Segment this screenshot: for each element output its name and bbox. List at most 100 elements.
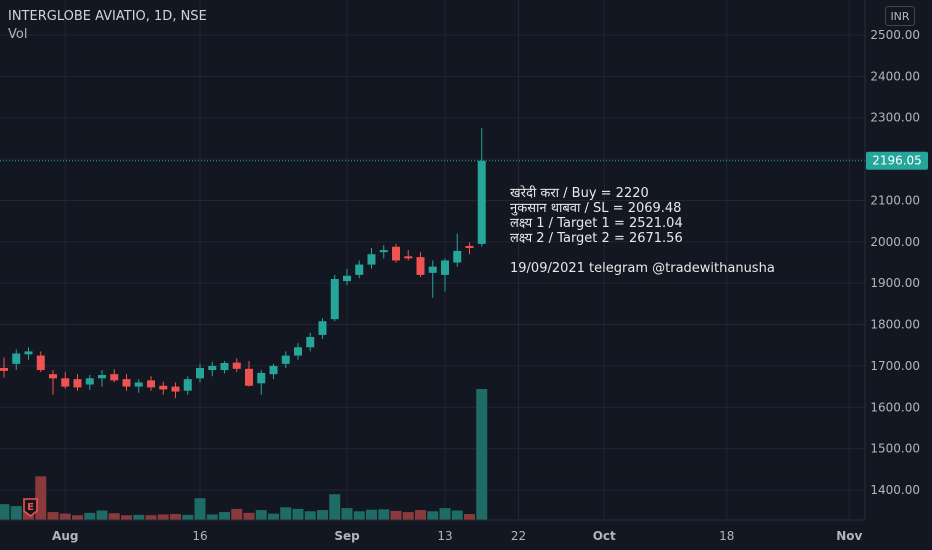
- candle: [171, 382, 180, 399]
- candle: [404, 250, 413, 261]
- price-tick-label: 1400.00: [870, 483, 920, 497]
- candle: [416, 252, 425, 277]
- price-tick-label: 2500.00: [870, 28, 920, 42]
- candle: [330, 274, 339, 322]
- annotation-target-1: लक्ष्य 1 / Target 1 = 2521.04: [510, 216, 683, 231]
- symbol-title[interactable]: INTERGLOBE AVIATIO, 1D, NSE: [8, 9, 207, 24]
- price-tick-label: 2400.00: [870, 69, 920, 83]
- volume-bar: [108, 513, 120, 520]
- time-tick-label: Aug: [52, 529, 78, 543]
- candle-body: [343, 275, 351, 282]
- candle-body: [208, 365, 217, 371]
- candle: [220, 360, 229, 374]
- volume-bar: [72, 515, 83, 520]
- candlestick-series: [0, 128, 486, 399]
- candle: [196, 363, 204, 383]
- chart-grid: [0, 0, 865, 520]
- time-tick-label: Oct: [593, 529, 616, 543]
- volume-bar: [427, 511, 439, 520]
- price-tick-label: 1500.00: [870, 442, 920, 456]
- volume-bar: [402, 512, 414, 520]
- candle-body: [245, 368, 253, 386]
- candle-body: [404, 256, 413, 259]
- candle: [477, 128, 486, 247]
- price-axis: 2500.002400.002300.002200.002100.002000.…: [870, 28, 920, 497]
- candle-body: [147, 380, 155, 388]
- time-tick-label: 22: [511, 529, 526, 543]
- candle-body: [355, 264, 364, 275]
- candle: [257, 370, 266, 395]
- volume-bars: [0, 389, 488, 520]
- annotation-stoploss: नुकसान थाबवा / SL = 2069.48: [510, 201, 682, 216]
- currency-button[interactable]: INR: [885, 6, 915, 26]
- time-tick-label: 18: [719, 529, 734, 543]
- candle: [159, 381, 168, 395]
- volume-bar: [353, 511, 365, 520]
- candle-body: [12, 353, 21, 364]
- volume-bar: [378, 509, 390, 520]
- volume-bar: [157, 514, 169, 520]
- candle-body: [257, 372, 266, 384]
- candle-body: [110, 374, 119, 381]
- candle: [49, 370, 57, 395]
- candle: [281, 351, 290, 368]
- candle-body: [428, 266, 437, 273]
- candle: [367, 248, 376, 269]
- candle: [294, 343, 302, 360]
- time-axis: Aug 16 Sep 13 22 Oct 18 Nov: [52, 529, 862, 543]
- volume-bar: [366, 509, 377, 520]
- last-price-badge-bg: [866, 151, 928, 170]
- candle: [134, 379, 143, 393]
- candle-body: [416, 257, 425, 275]
- price-tick-label: 2300.00: [870, 111, 920, 125]
- volume-bar: [10, 506, 22, 520]
- candle: [232, 358, 241, 373]
- candle-body: [330, 279, 339, 320]
- volume-bar: [0, 504, 10, 520]
- candle: [318, 318, 327, 340]
- volume-bar: [280, 507, 292, 520]
- volume-bar: [206, 514, 218, 520]
- candle: [355, 260, 364, 279]
- volume-bar: [231, 508, 243, 520]
- price-tick-label: 1900.00: [870, 276, 920, 290]
- candle: [428, 260, 437, 298]
- volume-bar: [219, 512, 230, 520]
- candle: [183, 376, 192, 395]
- time-tick-label: 16: [192, 529, 207, 543]
- candle: [36, 351, 45, 373]
- candle-body: [122, 379, 131, 387]
- candle: [122, 374, 131, 391]
- candle-body: [220, 363, 229, 371]
- time-tick-label: 13: [437, 529, 452, 543]
- candle-body: [318, 321, 327, 335]
- candle: [98, 370, 106, 387]
- last-price-label: 2196.05: [872, 154, 922, 168]
- candle: [85, 375, 94, 390]
- volume-bar: [304, 511, 316, 520]
- last-price-badge: 2196.05: [866, 151, 928, 170]
- candle: [110, 369, 119, 383]
- earnings-icon[interactable]: E: [21, 498, 40, 517]
- candle-body: [49, 374, 57, 379]
- candle-body: [281, 355, 290, 364]
- candle: [392, 243, 400, 263]
- volume-bar: [476, 389, 488, 520]
- annotation-footer: 19/09/2021 telegram @tradewithanusha: [510, 261, 775, 276]
- volume-indicator-label[interactable]: Vol: [8, 27, 28, 42]
- candle: [61, 372, 70, 389]
- candle-body: [269, 365, 278, 375]
- candle-body: [73, 379, 82, 388]
- volume-bar: [390, 510, 402, 520]
- candle-body: [159, 385, 168, 390]
- time-axis-bg: [0, 520, 932, 550]
- volume-bar: [96, 510, 108, 520]
- candle-body: [36, 355, 45, 371]
- price-tick-label: 1600.00: [870, 400, 920, 414]
- volume-bar: [415, 510, 426, 520]
- candle-body: [294, 347, 302, 356]
- candle: [453, 233, 462, 267]
- volume-bar: [59, 513, 71, 520]
- volume-bar: [341, 508, 353, 520]
